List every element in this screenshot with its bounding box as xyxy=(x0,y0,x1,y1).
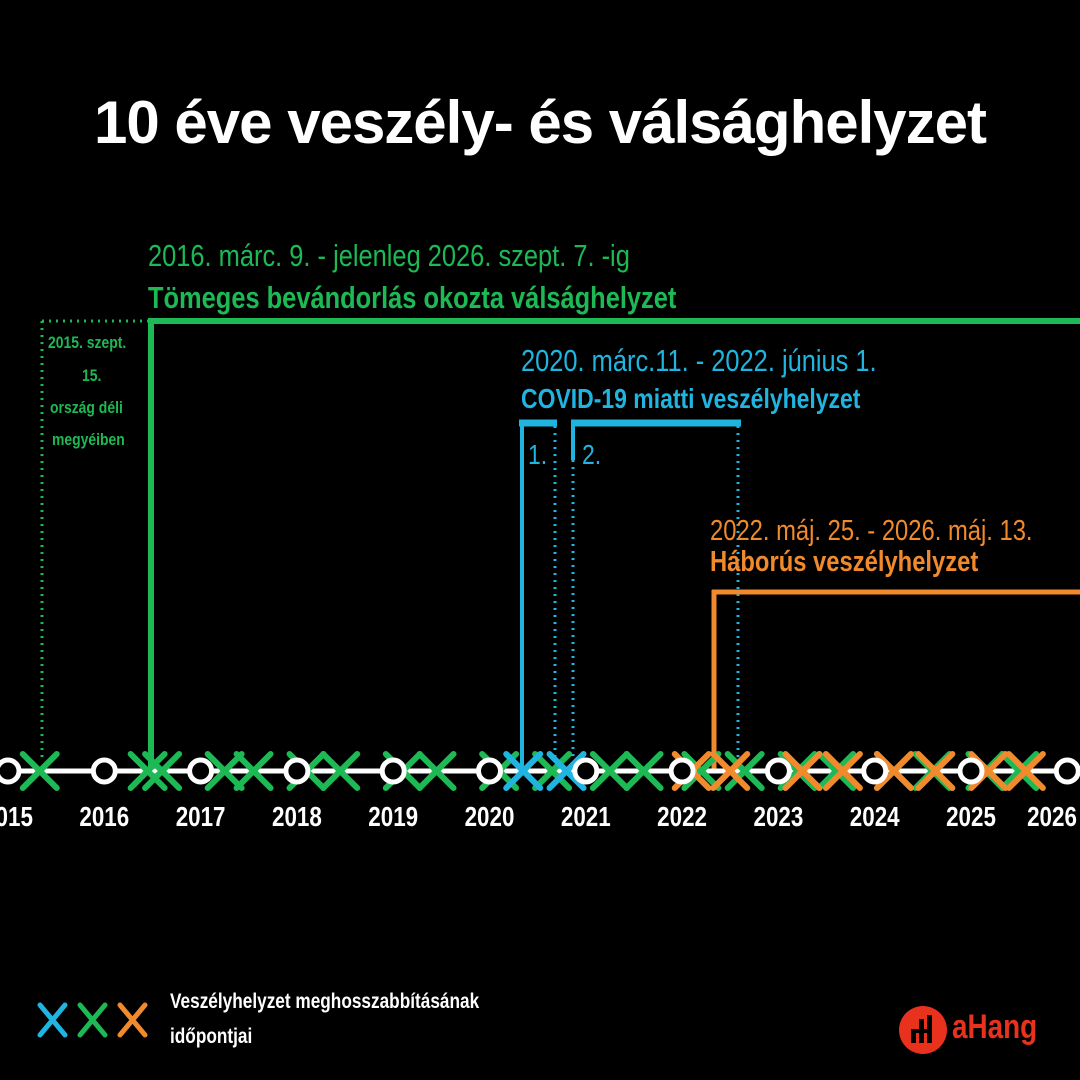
legend-label-line1: Veszélyhelyzet meghosszabbításának xyxy=(170,990,480,1013)
green-extension-mark xyxy=(127,751,168,791)
year-marker-2025 xyxy=(957,757,985,785)
covid-dates: 2020. márc.11. - 2022. június 1. xyxy=(521,343,877,378)
year-label-2015: 2015 xyxy=(0,802,33,833)
covid-phase-2: 2. xyxy=(582,439,602,470)
year-label-2023: 2023 xyxy=(753,802,803,833)
year-marker-2015 xyxy=(0,757,22,785)
year-label-2021: 2021 xyxy=(561,802,611,833)
green-extension-mark xyxy=(589,751,630,791)
green-extension-mark xyxy=(320,751,361,791)
migration-south-line4: megyéiben xyxy=(52,430,125,449)
green-extension-mark xyxy=(816,751,857,791)
green-extension-mark xyxy=(233,751,274,791)
legend-label-line2: időpontjai xyxy=(170,1025,253,1048)
migration-south-line1: 2015. szept. xyxy=(48,333,127,352)
year-label-2019: 2019 xyxy=(368,802,418,833)
year-marker-2016 xyxy=(90,757,118,785)
year-marker-2019 xyxy=(379,757,407,785)
green-extension-mark xyxy=(999,751,1040,791)
year-label-2026: 2026 xyxy=(1027,802,1077,833)
year-label-2025: 2025 xyxy=(946,802,996,833)
green-extension-mark xyxy=(532,751,573,791)
year-label-2018: 2018 xyxy=(272,802,322,833)
legend-marks xyxy=(37,1002,148,1038)
migration-dates: 2016. márc. 9. - jelenleg 2026. szept. 7… xyxy=(148,238,630,273)
logo-text: aHang xyxy=(952,1008,1038,1046)
green-extension-mark xyxy=(623,751,664,791)
green-extension-mark xyxy=(416,751,457,791)
migration-label: Tömeges bevándorlás okozta válsághelyzet xyxy=(148,280,677,315)
blue-extension-mark xyxy=(503,751,544,791)
orange-extension-mark xyxy=(873,751,914,791)
year-marker-2024 xyxy=(861,757,889,785)
year-label-2024: 2024 xyxy=(850,802,900,833)
war-dates: 2022. máj. 25. - 2026. máj. 13. xyxy=(710,515,1033,547)
green-extension-mark xyxy=(19,751,60,791)
year-marker-2026 xyxy=(1053,757,1080,785)
year-marker-2018 xyxy=(283,757,311,785)
war-label: Háborús veszélyhelyzet xyxy=(710,546,979,578)
orange-extension-mark xyxy=(915,751,956,791)
orange-extension-mark xyxy=(782,751,823,791)
year-marker-2021 xyxy=(572,757,600,785)
year-marker-2023 xyxy=(764,757,792,785)
blue-extension-mark xyxy=(546,751,587,791)
orange-extension-mark xyxy=(822,751,863,791)
legend-green-x-icon xyxy=(77,1002,108,1038)
orange-extension-mark xyxy=(1005,751,1046,791)
page-title: 10 éve veszély- és válsághelyzet xyxy=(94,89,987,156)
year-marker-2022 xyxy=(668,757,696,785)
legend-blue-x-icon xyxy=(37,1002,68,1038)
logo: aHang xyxy=(898,1000,1048,1060)
legend-orange-x-icon xyxy=(117,1002,148,1038)
logo-icon xyxy=(899,1006,947,1054)
year-label-2020: 2020 xyxy=(465,802,515,833)
green-extension-mark xyxy=(142,751,183,791)
green-extension-mark xyxy=(777,751,818,791)
green-extension-mark xyxy=(681,751,722,791)
year-marker-2020 xyxy=(476,757,503,785)
covid-phase-1: 1. xyxy=(528,439,548,470)
covid-label: COVID-19 miatti veszélyhelyzet xyxy=(521,383,861,414)
migration-south-line3: ország déli xyxy=(50,398,123,417)
migration-south-bracket xyxy=(40,319,150,762)
war-bracket xyxy=(711,589,1080,771)
year-label-2016: 2016 xyxy=(79,802,129,833)
year-label-2017: 2017 xyxy=(176,802,226,833)
green-extension-mark xyxy=(204,751,245,791)
year-label-2022: 2022 xyxy=(657,802,707,833)
covid-bracket xyxy=(519,419,741,771)
migration-south-line2: 15. xyxy=(82,366,102,385)
year-marker-2017 xyxy=(187,757,215,785)
green-extension-mark xyxy=(724,751,765,791)
orange-extension-mark xyxy=(710,751,751,791)
migration-bracket xyxy=(148,318,1080,771)
